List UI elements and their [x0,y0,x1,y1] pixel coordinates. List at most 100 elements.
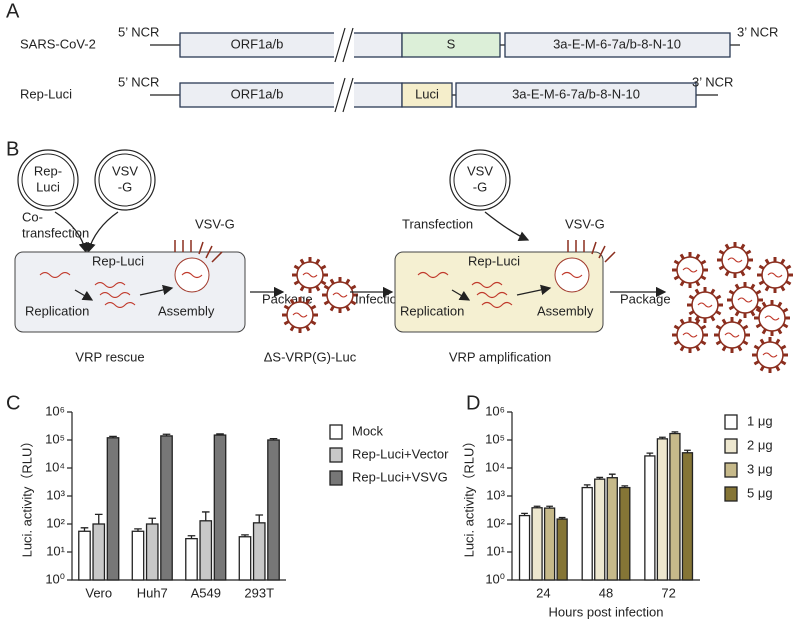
error-bar [148,517,157,524]
y-tick-label: 10³ [46,487,65,502]
legend-label: 2 μg [747,437,773,452]
step-label: Rep-Luci [468,253,520,268]
virion-spikes [282,297,318,333]
bar [213,434,227,581]
rna [39,271,136,309]
error-bar [269,437,278,440]
bar [543,507,556,581]
virion-spikes [714,317,750,353]
bar [106,437,120,581]
error-bar [187,535,196,539]
bar [252,522,266,581]
bar [160,435,173,581]
y-tick-label: 10⁵ [45,431,65,446]
bar [145,523,159,581]
bar [199,520,213,581]
arrow [139,284,174,296]
legend-label: Rep-Luci+VSVG [352,469,448,484]
virion-rna [767,272,783,278]
genome-row: SARS-CoV-2 5’ NCR 3’ NCR ORF1a/b S 3a-E-… [20,24,778,63]
panel-label: B [6,138,19,160]
step-label: Co- [22,209,43,224]
x-tick-label: Vero [85,585,112,600]
plasmid-label: VSV [467,163,493,178]
step-label: VRP rescue [75,349,144,364]
x-tick-label: 293T [244,585,274,600]
error-bar [94,513,103,524]
virions [672,242,793,373]
rna [417,271,513,309]
legend-label: Mock [352,423,384,438]
step-label: Replication [400,303,464,318]
error-bar [201,511,210,521]
error-bar [558,516,566,520]
tail-box [455,82,697,108]
plasmid-label: -G [118,179,132,194]
plasmid: VSV -G [94,149,156,211]
virion-spikes [672,252,708,288]
bar [531,507,543,581]
error-bar [596,476,604,480]
error-bar [608,473,616,478]
bar [669,432,681,581]
s-box [401,32,501,58]
error-bar [162,433,171,436]
rna [181,271,203,279]
plasmid-label: Luci [36,179,60,194]
luci-box [401,82,453,108]
plasmid: Rep- Luci [17,149,79,211]
bar [185,537,198,581]
virion-rna [682,332,698,338]
panel-label: A [6,0,20,22]
bar [78,530,91,581]
row-name: SARS-CoV-2 [20,36,96,51]
arrow [74,289,94,301]
legend-swatch [724,486,738,502]
bar [267,439,280,581]
gene-label: S [447,36,456,51]
ncr: 5’ NCR [118,24,159,39]
bar [606,477,618,581]
virion-spikes [752,337,788,373]
row-name: Rep-Luci [20,86,72,101]
bar [644,455,656,581]
virion-rna [332,292,348,298]
bar [518,514,531,581]
y-tick-label: 10⁴ [45,459,65,474]
y-tick-label: 10⁴ [485,459,505,474]
virion-rna [737,297,753,303]
spikes [567,240,616,263]
break [334,78,354,112]
y-tick-label: 10³ [486,487,505,502]
step-label: Package [620,291,671,306]
break-mark [334,77,354,113]
virions [282,257,358,333]
plasmid-label: Rep- [34,163,62,178]
y-tick-label: 10² [486,515,505,530]
error-bar [134,528,142,532]
legend-swatch [724,438,738,454]
y-tick-label: 10⁶ [45,403,65,418]
legend-label: 1 μg [747,413,773,428]
y-tick-label: 10⁶ [485,403,505,418]
step-label: Assembly [158,303,215,318]
ncr: 5’ NCR [118,74,159,89]
tail-box [504,32,731,58]
error-bar [671,431,679,434]
x-tick-label: 24 [536,585,550,600]
error-bar [241,534,249,537]
virion-spikes [672,317,708,353]
y-tick-label: 10¹ [46,543,65,558]
error-bar [659,436,666,439]
panel-label: D [466,392,480,414]
break [334,28,354,62]
error-bar [109,435,117,438]
gene-label: ORF1a/b [231,36,284,51]
error-bar [521,512,528,516]
virion-rna [302,272,318,278]
x-axis-label: Hours post infection [549,604,664,619]
virion-spikes [292,257,328,293]
orf-box [351,32,403,58]
legend-swatch [724,414,738,430]
